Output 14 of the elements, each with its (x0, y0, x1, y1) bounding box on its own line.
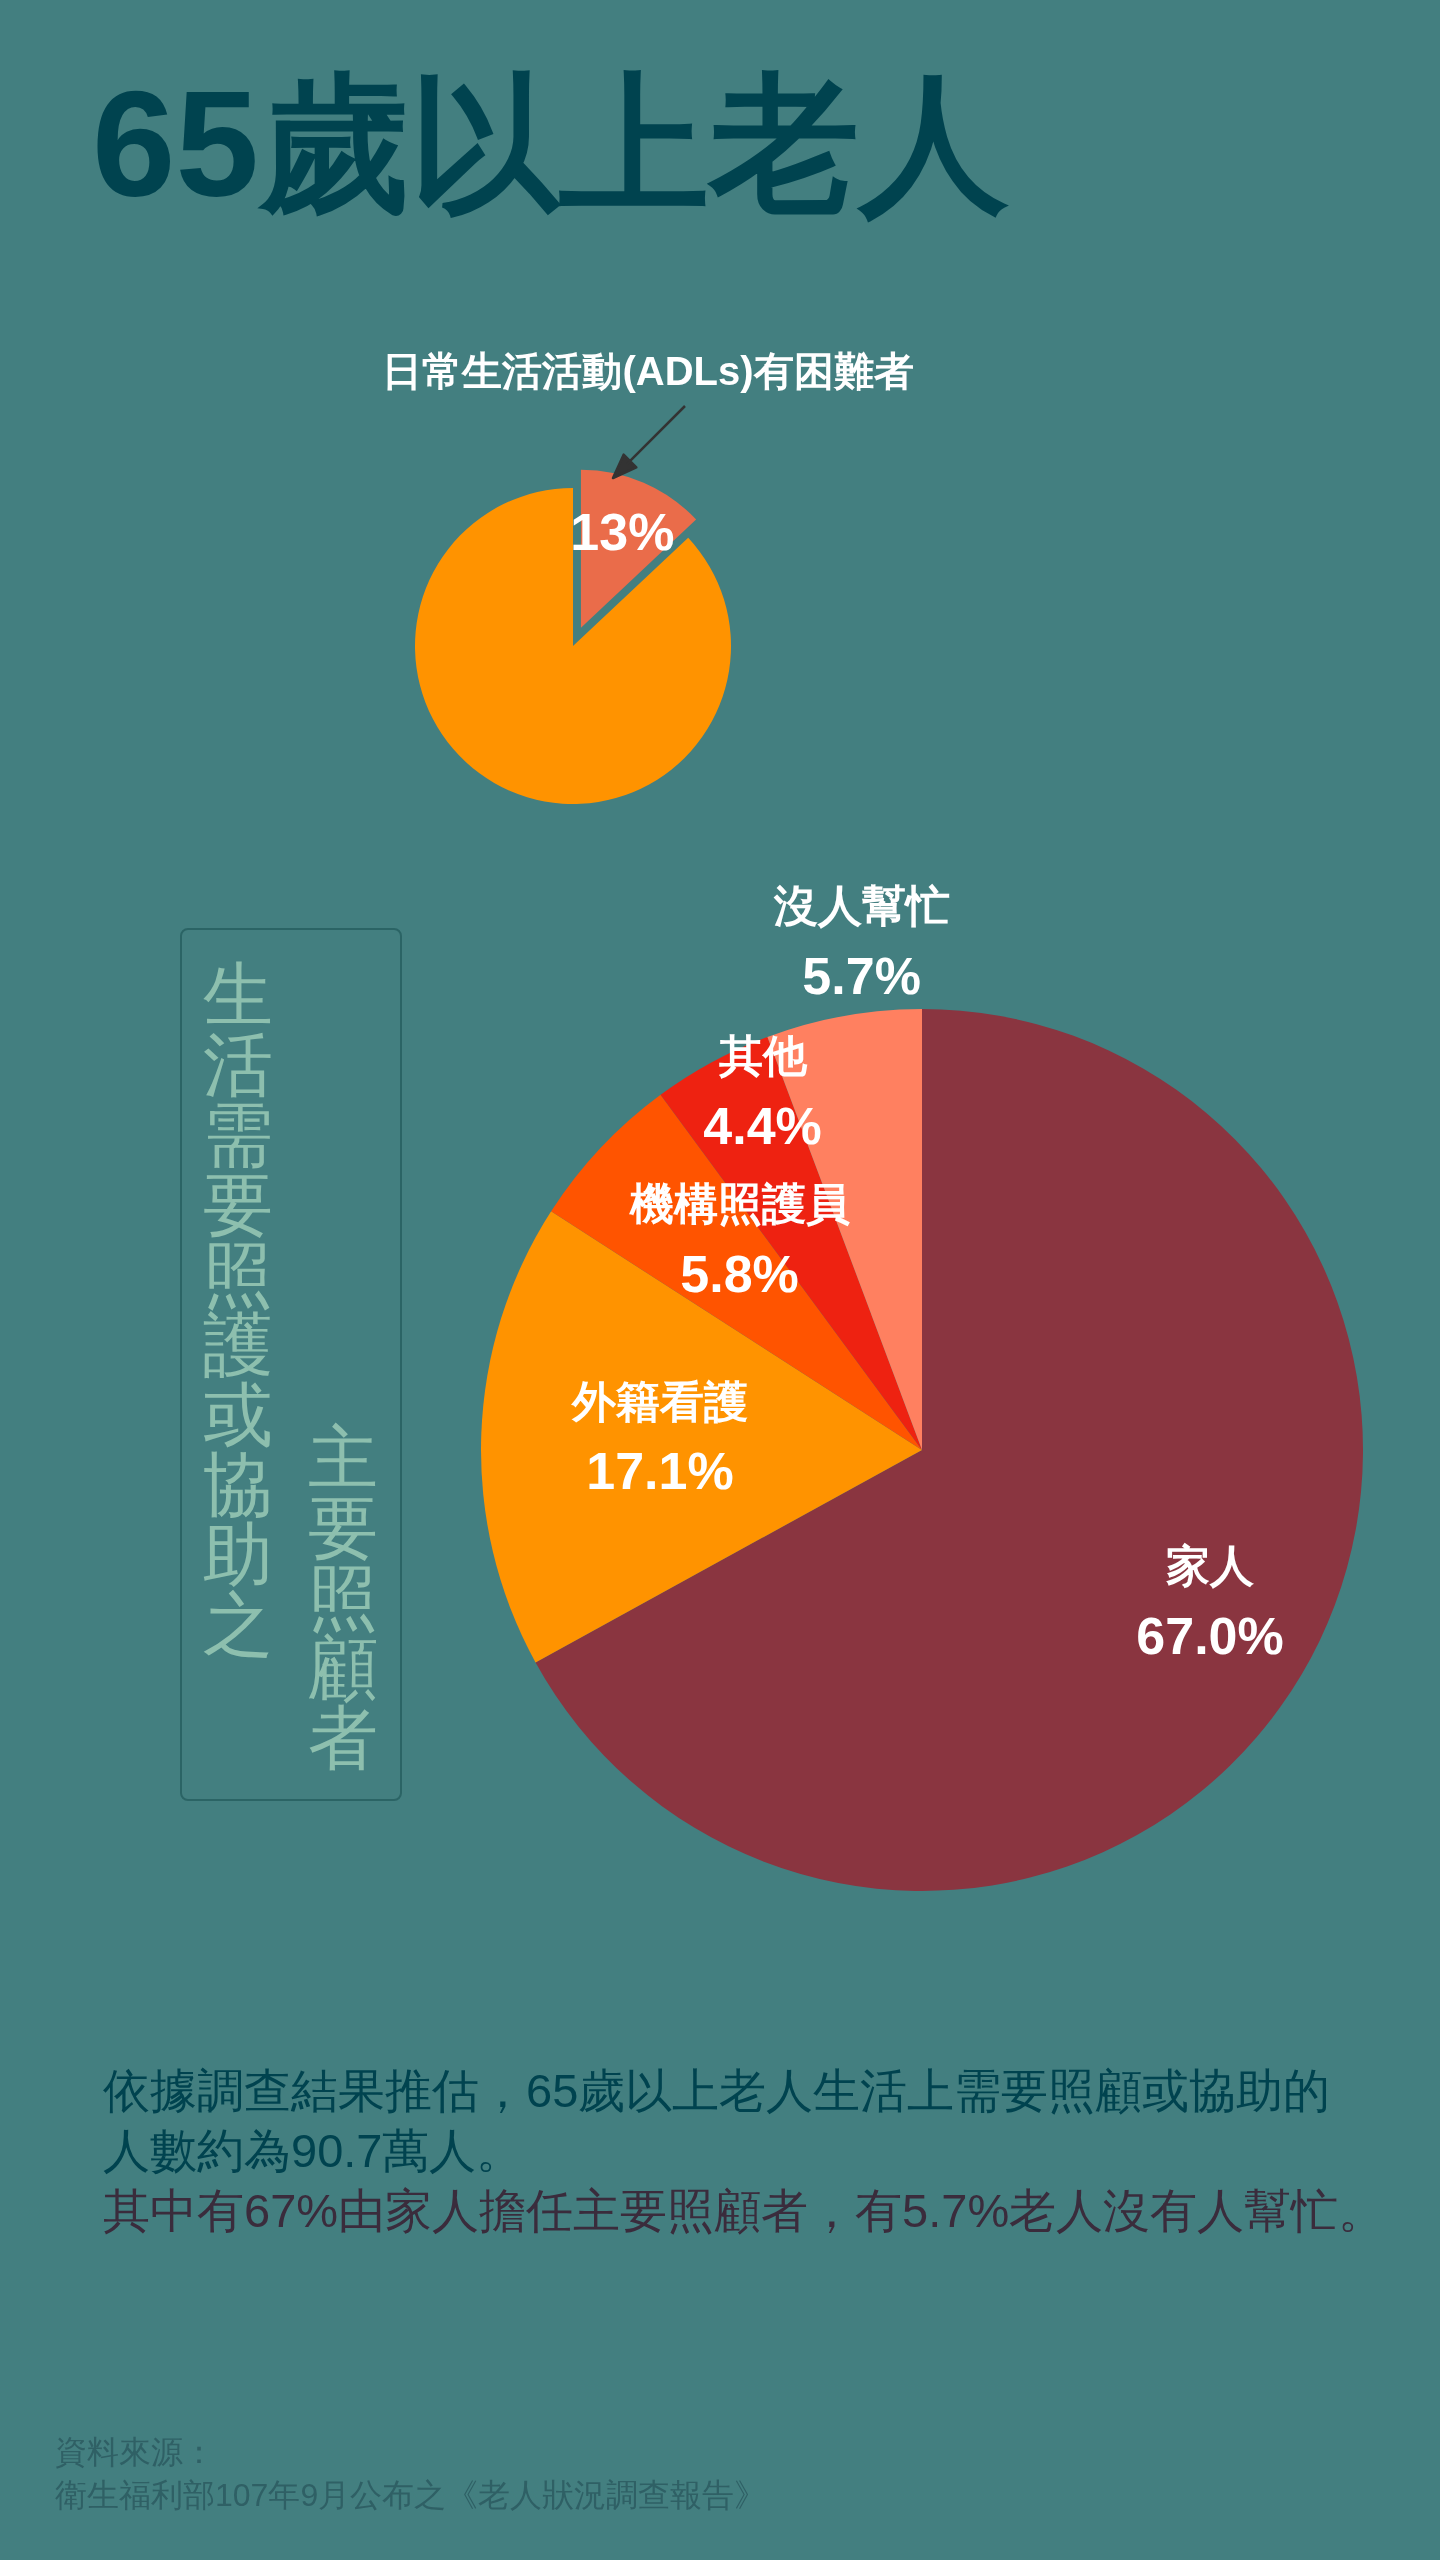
data-label: 5.8% (680, 1244, 799, 1303)
slice-label: 日常生活活動(ADLs)有困難者 (382, 349, 914, 393)
chart-title: 65歲以上老人 (92, 60, 1009, 228)
text: 其中有67%由家人擔任主要照顧者，有5.7%老人沒有人幫忙。 (103, 2183, 1387, 2239)
pie-slice (535, 1009, 1363, 1891)
text: 依據調查結果推估，65歲以上老人生活上需要照顧或協助的人數約為90.7萬人。 (103, 2063, 1332, 2179)
slice-label: 沒人幫忙 (772, 881, 950, 931)
data-label: 67.0% (1136, 1606, 1284, 1665)
slice-label: 家人 (1166, 1541, 1255, 1591)
data-label: 5.7% (802, 946, 921, 1005)
data-label: 17.1% (586, 1442, 734, 1501)
slice-label: 外籍看護 (569, 1376, 748, 1426)
data-label: 4.4% (703, 1096, 822, 1155)
slice-label: 機構照護員 (628, 1179, 850, 1229)
